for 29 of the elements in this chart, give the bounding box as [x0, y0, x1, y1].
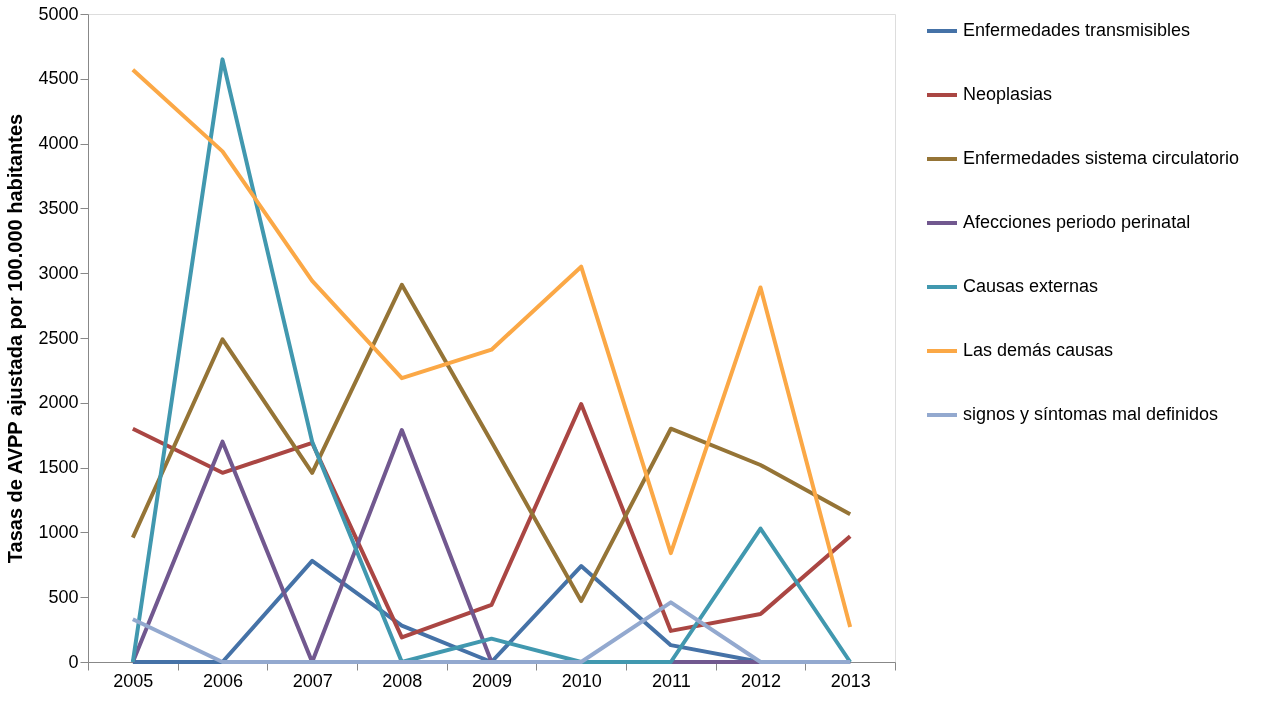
x-tick-label: 2005	[113, 670, 154, 691]
legend-label: Afecciones periodo perinatal	[963, 212, 1191, 232]
line-series	[130, 282, 853, 604]
x-tick-label: 2010	[561, 670, 602, 691]
legend-label: Neoplasias	[963, 84, 1053, 104]
y-tick-label: 3500	[38, 197, 79, 218]
legend-label: Enfermedades sistema circulatorio	[963, 148, 1240, 168]
legend-label: Causas externas	[963, 276, 1099, 296]
y-axis-title: Tasas de AVPP ajustada por 100.000 habitantes	[4, 113, 27, 564]
y-tick-label: 4500	[38, 68, 79, 89]
legend-label: Las demás causas	[963, 340, 1114, 360]
x-tick-label: 2008	[382, 670, 423, 691]
y-tick-label: 0	[68, 651, 79, 672]
y-tick-label: 2000	[38, 392, 79, 413]
y-tick-label: 2500	[38, 327, 79, 348]
y-tick-label: 4000	[38, 133, 79, 154]
y-tick-label: 1500	[38, 457, 79, 478]
x-tick-label: 2007	[292, 670, 333, 691]
x-tick-label: 2009	[471, 670, 513, 691]
y-tick-label: 3000	[38, 262, 79, 283]
x-tick-label: 2013	[830, 670, 871, 691]
legend-label: Enfermedades transmisibles	[963, 20, 1191, 40]
legend-label: signos y síntomas mal definidos	[963, 404, 1219, 424]
x-tick-label: 2012	[740, 670, 782, 691]
y-tick-label: 1000	[38, 521, 79, 542]
y-tick-label: 500	[48, 586, 79, 607]
x-tick-label: 2011	[651, 670, 691, 691]
x-tick-label: 2006	[202, 670, 244, 691]
y-tick-label: 5000	[38, 3, 79, 24]
